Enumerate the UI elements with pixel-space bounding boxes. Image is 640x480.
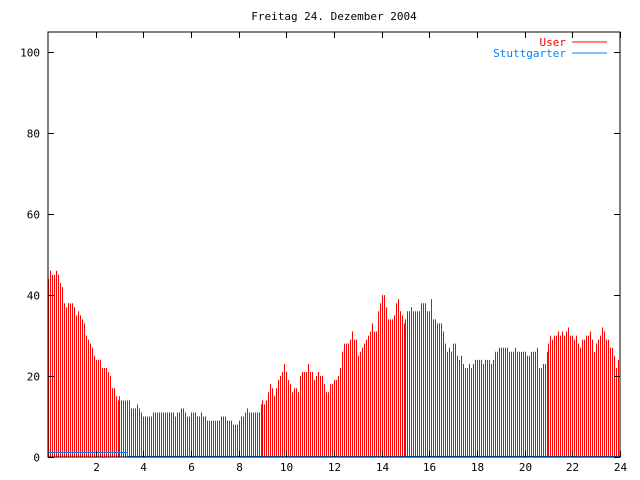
x-tick-label: 18 [471, 461, 484, 474]
y-tick-label: 80 [27, 128, 40, 141]
y-tick-label: 60 [27, 209, 40, 222]
x-tick-label: 14 [376, 461, 390, 474]
x-tick-label: 20 [519, 461, 532, 474]
x-tick-label: 2 [93, 461, 100, 474]
x-tick-label: 22 [566, 461, 579, 474]
x-tick-label: 6 [188, 461, 195, 474]
user-series-bars [48, 270, 619, 457]
y-axis: 0 20 40 60 80 100 [20, 47, 620, 465]
x-tick-label: 24 [614, 461, 628, 474]
x-axis: 2 4 6 8 10 12 14 16 18 20 22 24 [93, 32, 627, 474]
y-tick-label: 100 [20, 47, 40, 60]
legend: User Stuttgarter [493, 36, 607, 60]
x-tick-label: 10 [280, 461, 293, 474]
legend-label-stuttgarter: Stuttgarter [493, 47, 566, 60]
x-tick-label: 4 [140, 461, 147, 474]
y-tick-label: 20 [27, 371, 40, 384]
x-tick-label: 8 [236, 461, 243, 474]
y-tick-label: 0 [33, 452, 40, 465]
x-tick-label: 12 [328, 461, 341, 474]
chart-title: Freitag 24. Dezember 2004 [251, 10, 417, 23]
y-tick-label: 40 [27, 290, 40, 303]
legend-label-user: User [540, 36, 567, 49]
x-tick-label: 16 [423, 461, 436, 474]
